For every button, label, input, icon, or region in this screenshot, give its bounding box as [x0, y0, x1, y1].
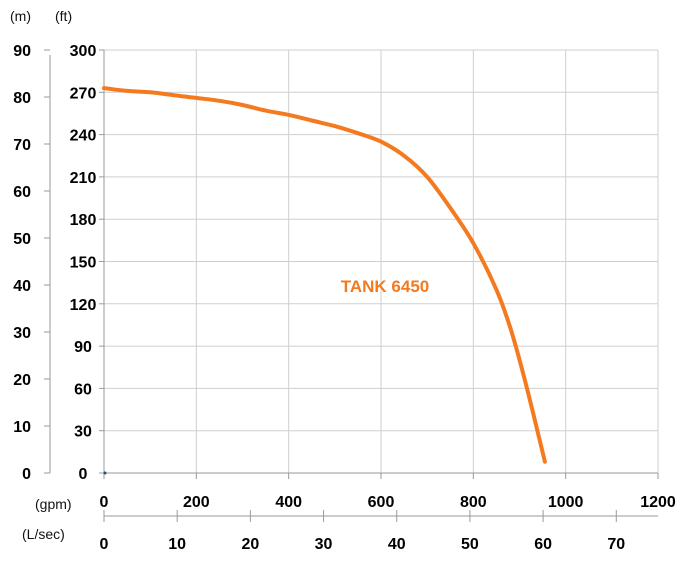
x-lsec-tick-label: 10 [168, 536, 186, 553]
y-ft-tick-label: 300 [70, 43, 97, 60]
x-gpm-tick-label: 0 [100, 494, 109, 511]
y-ft-tick-label: 60 [74, 381, 92, 398]
x-gpm-tick-label: 1200 [640, 494, 676, 511]
y-ft-tick-label: 210 [70, 170, 97, 187]
x-lsec-tick-label: 40 [388, 536, 406, 553]
y-m-tick-label: 70 [13, 137, 31, 154]
unit-labels: (m) (ft) (gpm) (L/sec) [10, 8, 72, 542]
x-gpm-tick-label: 600 [368, 494, 395, 511]
y-ft-tick-label: 120 [70, 297, 97, 314]
y-m-tick-label: 80 [13, 90, 31, 107]
y-ft-tick-label: 270 [70, 85, 97, 102]
x-lsec-tick-label: 70 [607, 536, 625, 553]
y-m-tick-label: 40 [13, 278, 31, 295]
y-m-tick-label: 0 [22, 466, 31, 483]
series-line-tank-6450 [102, 86, 547, 464]
y-ft-tick-label: 150 [70, 255, 97, 272]
x-lsec-tick-label: 50 [461, 536, 479, 553]
x-lsec-tick-label: 20 [241, 536, 259, 553]
y-ft-tick-label: 0 [79, 466, 88, 483]
y-m-tick-label: 10 [13, 419, 31, 436]
series-layer [102, 86, 547, 475]
x-gpm-tick-label: 1000 [548, 494, 584, 511]
x-gpm-tick-label: 400 [275, 494, 302, 511]
axes [44, 49, 659, 522]
unit-label-lsec: (L/sec) [22, 526, 65, 542]
y-m-tick-label: 30 [13, 325, 31, 342]
x-lsec-tick-label: 30 [315, 536, 333, 553]
y-m-tick-label: 90 [13, 43, 31, 60]
y-ft-tick-label: 30 [74, 424, 92, 441]
x-lsec-tick-label: 0 [100, 536, 109, 553]
unit-label-gpm: (gpm) [35, 496, 72, 512]
unit-label-m: (m) [10, 8, 31, 24]
unit-label-ft: (ft) [55, 8, 72, 24]
y-ft-tick-label: 240 [70, 128, 97, 145]
x-gpm-tick-label: 200 [183, 494, 210, 511]
y-ft-tick-label: 180 [70, 212, 97, 229]
x-lsec-tick-label: 60 [534, 536, 552, 553]
y-ft-tick-label: 90 [74, 339, 92, 356]
x-gpm-tick-label: 800 [460, 494, 487, 511]
series-annotation-label: TANK 6450 [341, 277, 430, 296]
y-m-tick-label: 20 [13, 372, 31, 389]
grid [104, 49, 659, 473]
y-m-tick-label: 50 [13, 231, 31, 248]
origin-point [103, 471, 107, 475]
tick-labels: 0306090120150180210240270300010203040506… [13, 43, 676, 553]
annotation-layer: TANK 6450 [341, 277, 430, 296]
y-m-tick-label: 60 [13, 184, 31, 201]
